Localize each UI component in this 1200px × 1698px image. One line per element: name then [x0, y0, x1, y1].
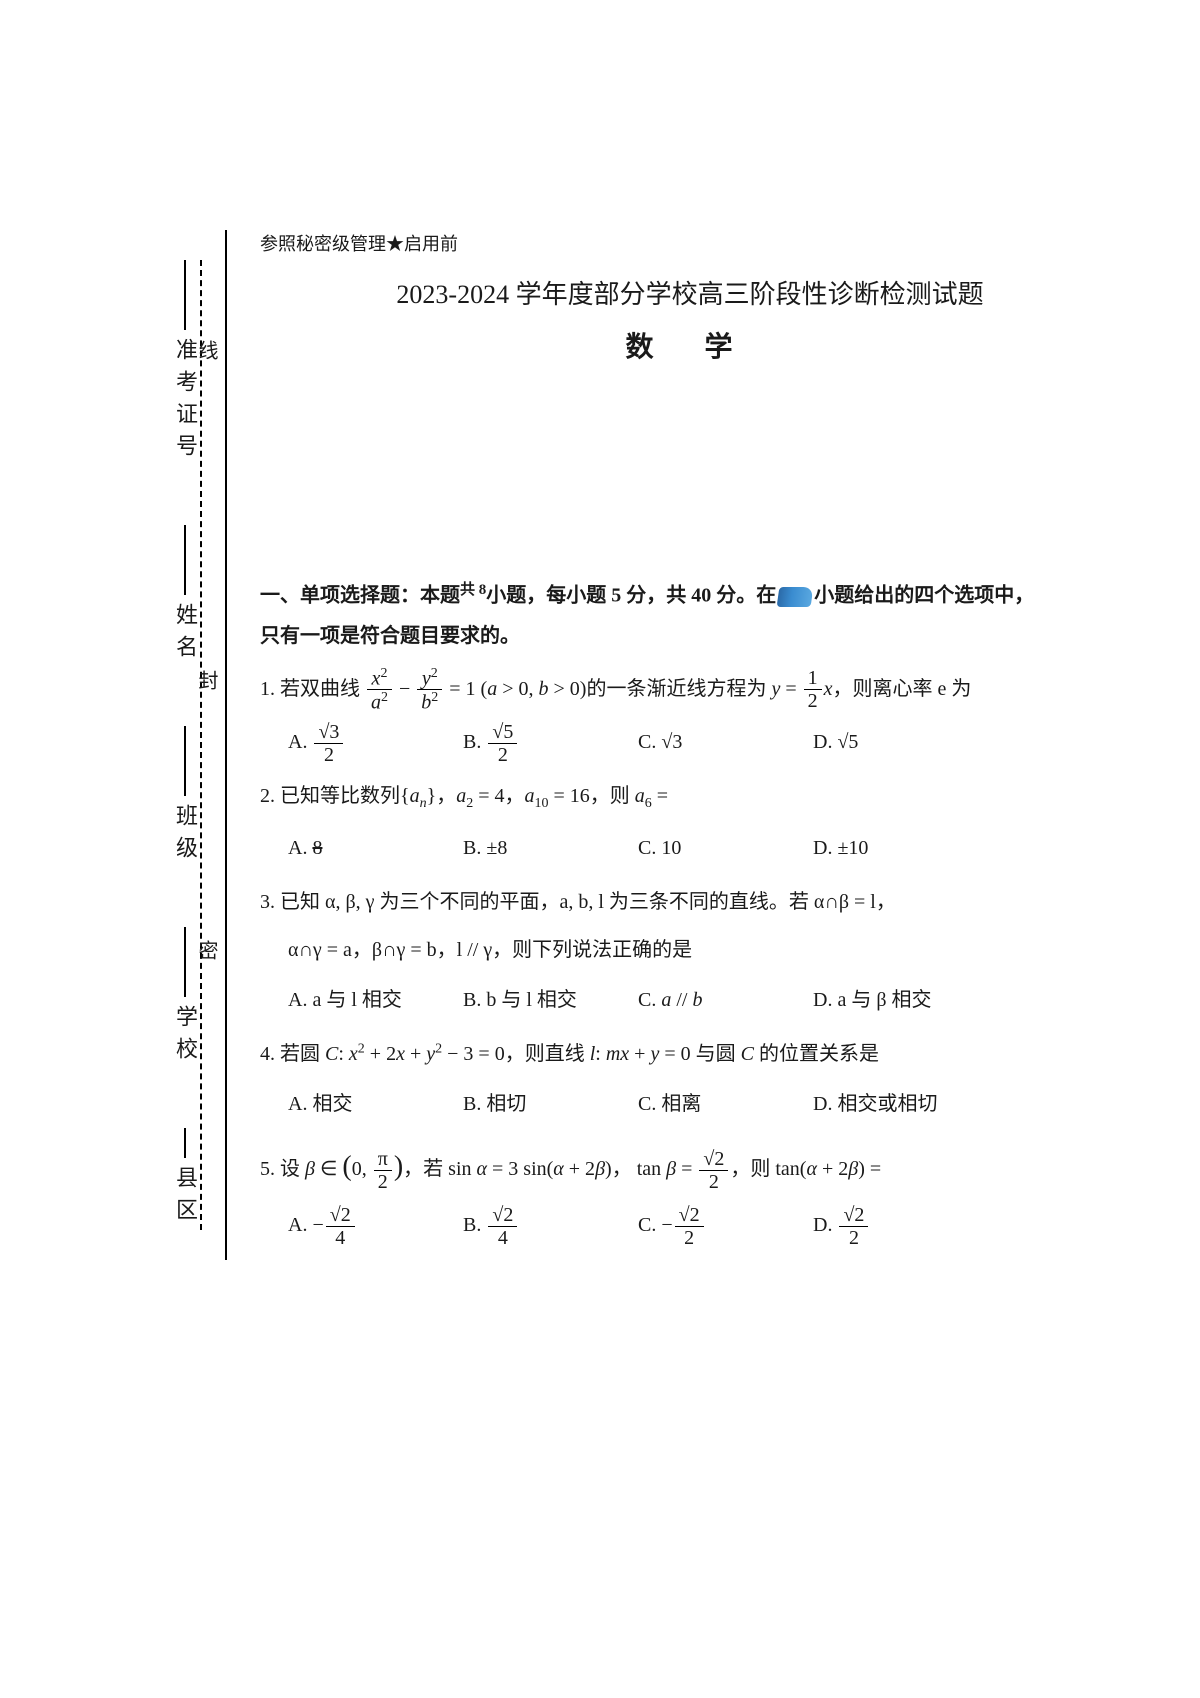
intro-text-b: 小题，每小题 5 分，共 40 分。在 — [486, 585, 776, 607]
q2-opt-c: C. 10 — [638, 824, 813, 872]
q2-opt-b: B. ±8 — [463, 824, 638, 872]
exam-subject: 数 学 — [260, 325, 1120, 365]
side-label-school: 学校 — [169, 1005, 201, 1069]
q5-opt-c: C. −√22 — [638, 1201, 813, 1249]
q4-opt-d-text: 相交或相切 — [837, 1093, 937, 1115]
side-field-name: 姓名 — [169, 525, 201, 667]
q3-opt-c: C. a // b — [638, 976, 813, 1024]
section-1-intro: 一、单项选择题：本题共 8小题，每小题 5 分，共 40 分。在 小题给出的四个选… — [260, 575, 1120, 656]
side-field-county: 县区 — [169, 1128, 201, 1230]
question-2: 2. 已知等比数列{an}，a2 = 4，a10 = 16，则 a6 = — [260, 774, 1120, 820]
q2-opt-a-strike: 8 — [312, 837, 322, 859]
side-field-school: 学校 — [169, 927, 201, 1069]
q3-opt-d-text: a 与 β 相交 — [837, 989, 931, 1011]
q1-opt-b: B. √52 — [463, 718, 638, 766]
q4-opt-d: D. 相交或相切 — [813, 1080, 1013, 1128]
side-label-class: 班级 — [169, 804, 201, 868]
confidential-note: 参照秘密级管理★启用前 — [260, 230, 1120, 256]
question-5: 5. 设 β ∈ (0, π2)，若 sin α = 3 sin(α + 2β)… — [260, 1136, 1120, 1198]
q1-text-c: ，则离心率 e 为 — [833, 677, 972, 699]
q4-opt-c: C. 相离 — [638, 1080, 813, 1128]
question-3-line1: 3. 已知 α, β, γ 为三个不同的平面，a, b, l 为三条不同的直线。… — [260, 880, 1120, 924]
question-4: 4. 若圆 C: x2 + 2x + y2 − 3 = 0，则直线 l: mx … — [260, 1032, 1120, 1076]
q3-opt-a: A. a 与 l 相交 — [288, 976, 463, 1024]
intro-text-c: 小题给出的四个选项中， — [814, 585, 1034, 607]
q2-opt-a: A. 8 — [288, 824, 463, 872]
q4-opt-b: B. 相切 — [463, 1080, 638, 1128]
side-label-ticket: 准考证号 — [169, 338, 201, 466]
q5-opt-a: A. −√24 — [288, 1201, 463, 1249]
q3-options: A. a 与 l 相交 B. b 与 l 相交 C. a // b D. a 与… — [260, 976, 1120, 1024]
ink-smudge-icon — [777, 587, 814, 607]
q1-text-a: 1. 若双曲线 — [260, 677, 360, 699]
q5-opt-d: D. √22 — [813, 1201, 988, 1249]
q4-opt-c-text: 相离 — [661, 1093, 701, 1115]
q4-opt-b-text: 相切 — [486, 1093, 526, 1115]
q1-frac1: x2a2 — [367, 666, 392, 714]
q1-frac2: y2b2 — [417, 666, 442, 714]
q1-opt-c: C. √3 — [638, 718, 813, 766]
side-field-ticket: 准考证号 — [169, 260, 201, 466]
q1-options: A. √32 B. √52 C. √3 D. √5 — [260, 718, 1120, 766]
q3-opt-d: D. a 与 β 相交 — [813, 976, 1013, 1024]
intro-text-a: 一、单项选择题：本题 — [260, 585, 460, 607]
exam-title: 2023-2024 学年度部分学校高三阶段性诊断检测试题 — [260, 274, 1120, 311]
q1-frac3: 12 — [804, 667, 822, 712]
side-field-class: 班级 — [169, 726, 201, 868]
q2-opt-d: D. ±10 — [813, 824, 988, 872]
question-1: 1. 若双曲线 x2a2 − y2b2 = 1 (a > 0, b > 0)的一… — [260, 666, 1120, 714]
q5-opt-b: B. √24 — [463, 1201, 638, 1249]
q1-opt-a: A. √32 — [288, 718, 463, 766]
q4-opt-a: A. 相交 — [288, 1080, 463, 1128]
side-label-county: 县区 — [169, 1166, 201, 1230]
margin-rule — [225, 230, 227, 1260]
q3-opt-a-text: a 与 l 相交 — [312, 989, 401, 1011]
q4-options: A. 相交 B. 相切 C. 相离 D. 相交或相切 — [260, 1080, 1120, 1128]
q1-opt-d: D. √5 — [813, 718, 988, 766]
exam-page: 线 封 密 准考证号 姓名 班级 学校 县区 参照秘密级管理★启用前 2023-… — [0, 0, 1200, 1698]
q4-opt-a-text: 相交 — [312, 1093, 352, 1115]
q3-opt-b: B. b 与 l 相交 — [463, 976, 638, 1024]
q5-options: A. −√24 B. √24 C. −√22 D. √22 — [260, 1201, 1120, 1249]
question-3-line2: α∩γ = a，β∩γ = b，l // γ，则下列说法正确的是 — [260, 928, 1120, 972]
intro-annot: 共 8 — [460, 582, 486, 598]
q1-text-b: 的一条渐近线方程为 — [586, 677, 766, 699]
side-label-name: 姓名 — [169, 603, 201, 667]
q3-opt-b-text: b 与 l 相交 — [486, 989, 577, 1011]
q2-options: A. 8 B. ±8 C. 10 D. ±10 — [260, 824, 1120, 872]
intro-text-d: 只有一项是符合题目要求的。 — [260, 625, 520, 647]
sidebar: 准考证号 姓名 班级 学校 县区 — [150, 260, 220, 1230]
